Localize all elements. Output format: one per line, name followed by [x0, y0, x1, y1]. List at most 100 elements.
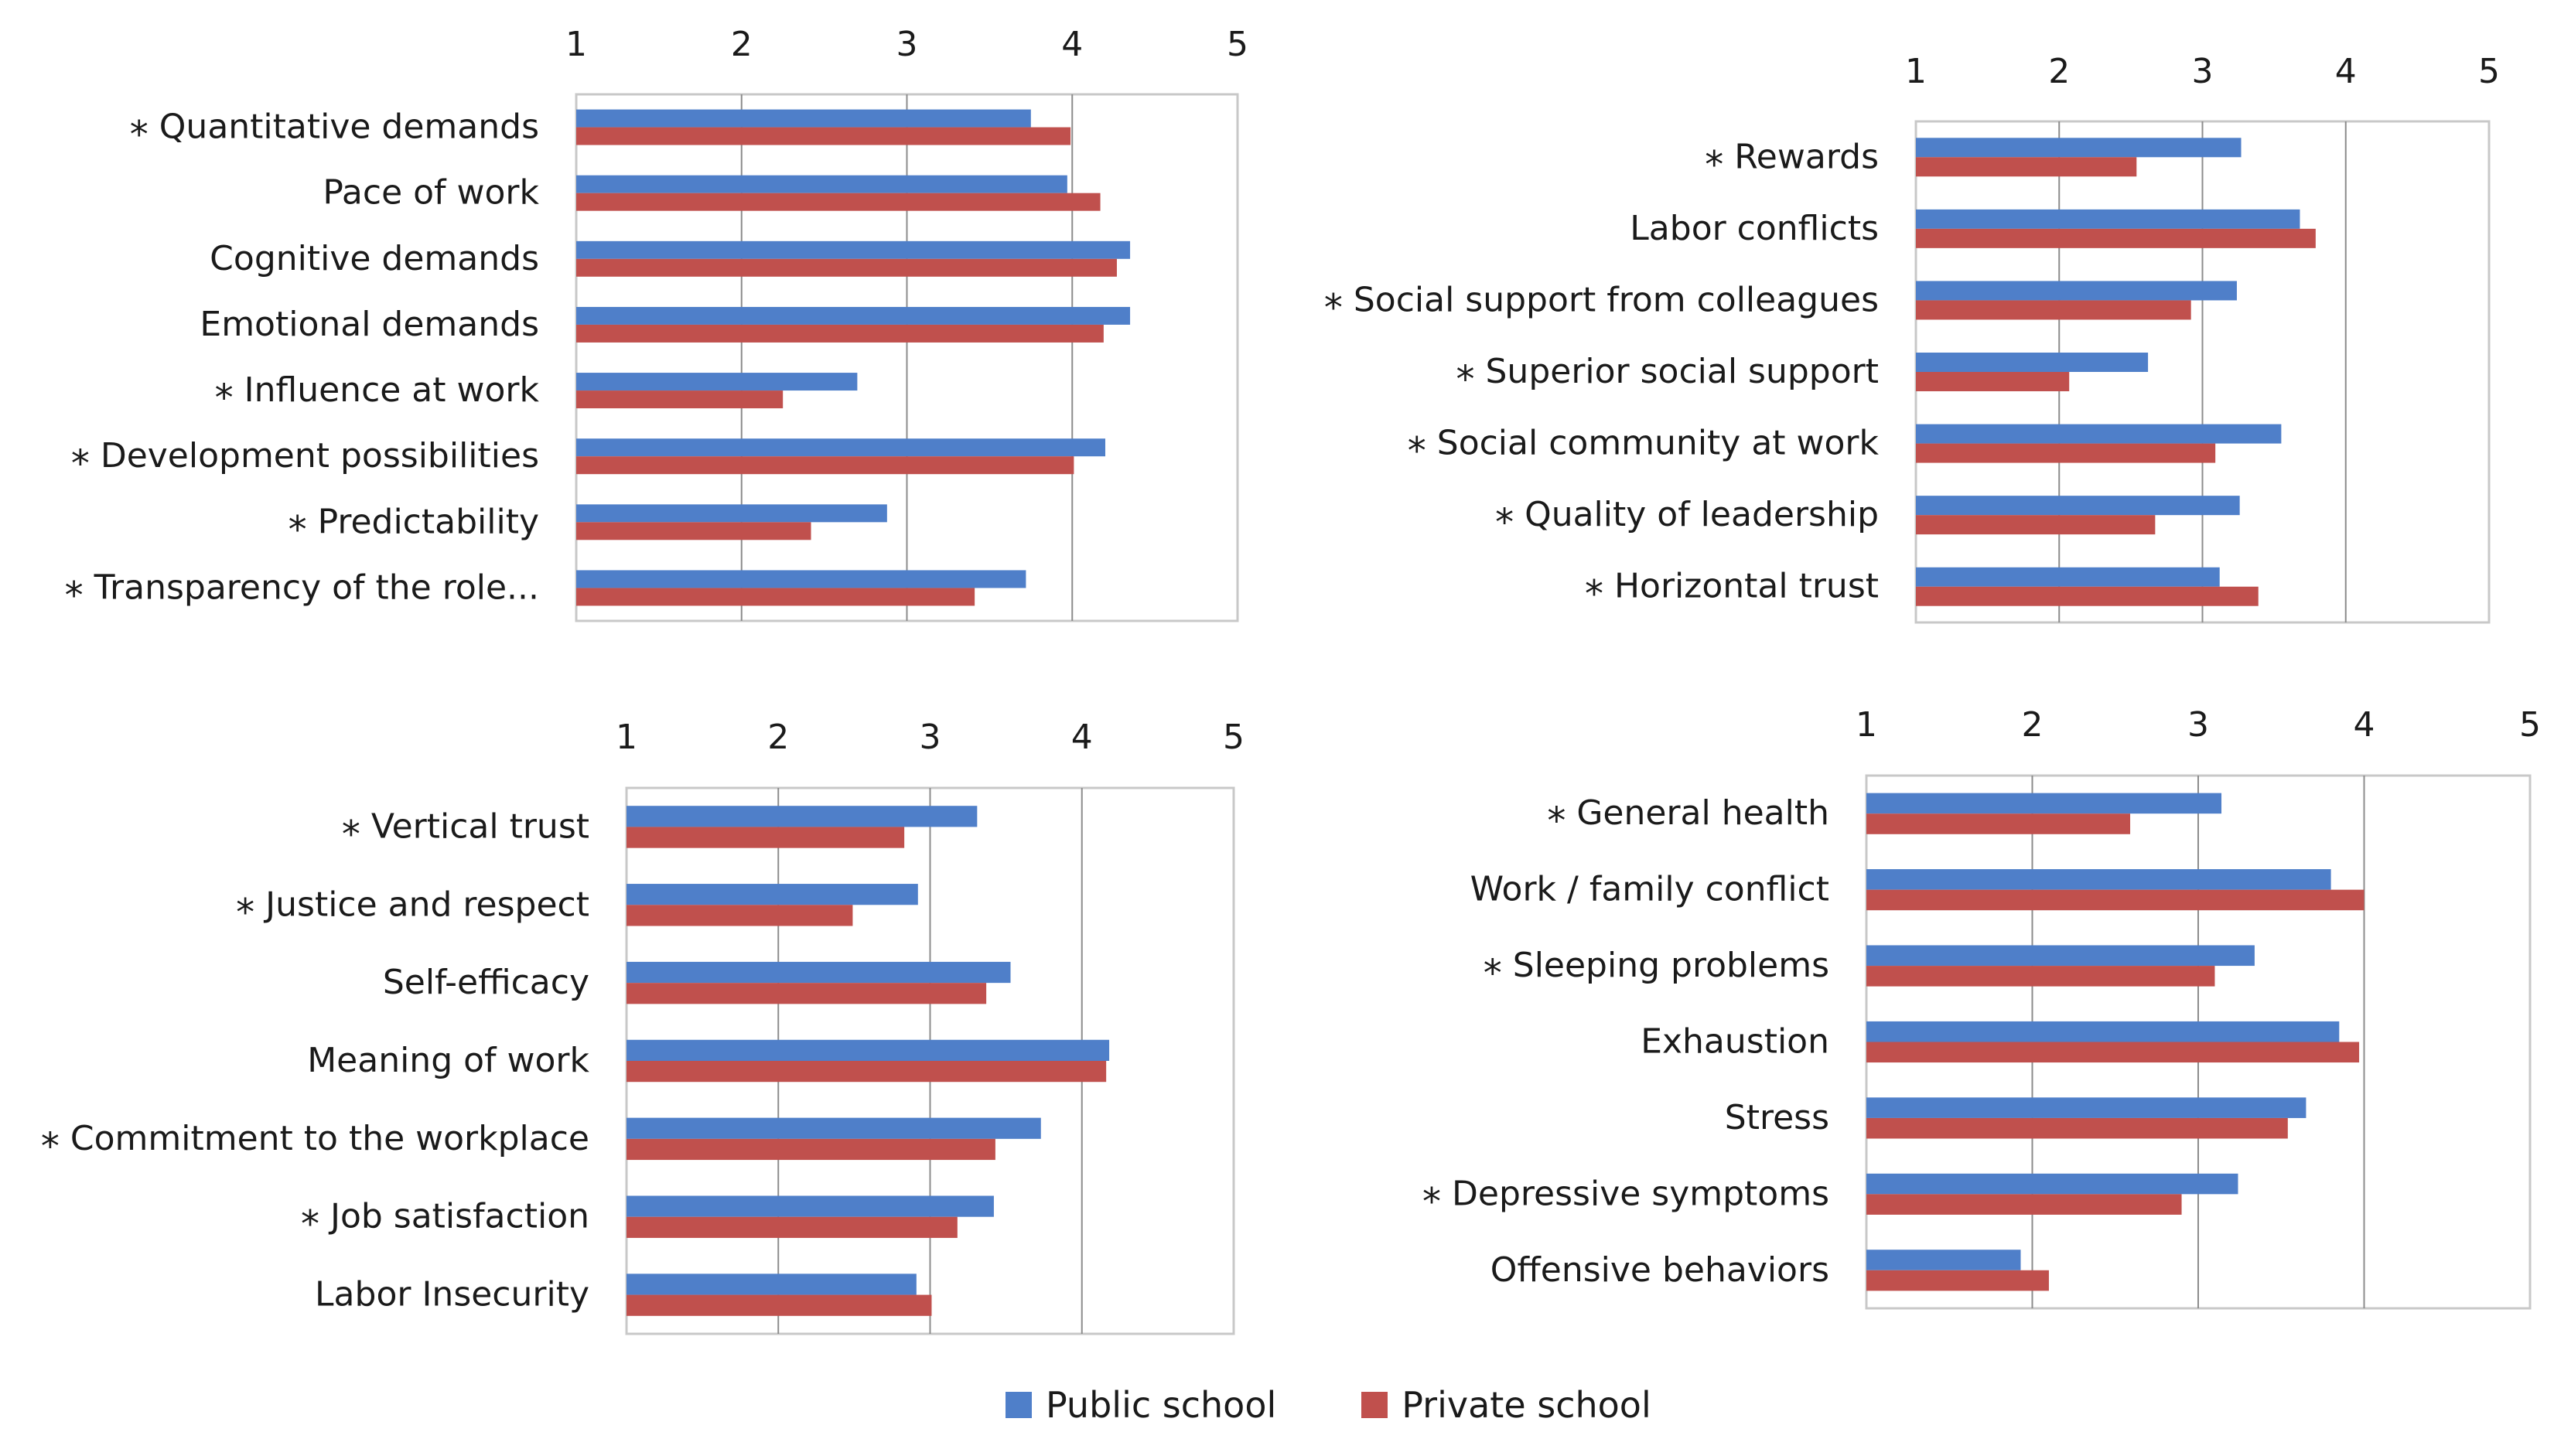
panel-1-significance-asterisk: *	[65, 574, 84, 617]
panel-1-category-label: Predictability	[318, 502, 539, 541]
panel-1-tick-label: 2	[731, 25, 753, 64]
panel-4-category-label: General health	[1576, 793, 1829, 833]
panel-3-category-label: Labor Insecurity	[315, 1275, 589, 1314]
panel-2-bar-private	[1916, 157, 2137, 177]
panel-4-bar-public	[1866, 1173, 2238, 1195]
panel-4-category-label: Offensive behaviors	[1490, 1250, 1829, 1290]
panel-3-bar-public	[627, 1117, 1041, 1139]
panel-2-bar-private	[1916, 372, 2070, 391]
panel-2-category-label: Rewards	[1734, 137, 1879, 176]
panel-3-bar-public	[627, 884, 918, 905]
panel-1-category-label: Cognitive demands	[210, 239, 539, 278]
panel-3-bar-private	[627, 1294, 932, 1316]
panel-4-significance-asterisk: *	[1422, 1180, 1441, 1223]
panel-3-bar-public	[627, 1195, 994, 1217]
panel-1-category-label: Pace of work	[323, 173, 539, 213]
panel-1-category-label: Emotional demands	[200, 305, 539, 344]
panel-2-bar-private	[1916, 515, 2156, 535]
panel-2-bar-public	[1916, 281, 2237, 301]
panel-2-category-label: Social community at work	[1437, 424, 1880, 463]
panel-1-significance-asterisk: *	[215, 377, 234, 420]
panel-2-bar-public	[1916, 424, 2282, 444]
panel-2-tick-label: 5	[2478, 52, 2500, 91]
panel-4-bar-public	[1866, 1250, 2021, 1270]
panel-3-significance-asterisk: *	[236, 891, 254, 934]
panel-3-bar-private	[627, 1138, 995, 1161]
panel-2-bar-public	[1916, 138, 2242, 158]
panel-2-tick-label: 1	[1905, 52, 1927, 91]
legend-item-private: Private school	[1361, 1384, 1651, 1426]
panel-4-tick-label: 4	[2354, 705, 2375, 745]
panel-2-bar-public	[1916, 567, 2220, 587]
panel-1-bar-private	[576, 522, 811, 540]
panel-2-bar-private	[1916, 228, 2316, 248]
panel-1-tick-label: 5	[1227, 25, 1248, 64]
panel-3-bar-private	[627, 905, 853, 926]
panel-4-category-label: Depressive symptoms	[1452, 1174, 1829, 1213]
panel-4-bar-private	[1866, 966, 2215, 987]
panel-4-tick-label: 3	[2187, 705, 2209, 745]
panel-4-category-label: Stress	[1725, 1098, 1829, 1137]
panel-1-bar-private	[576, 324, 1104, 343]
legend-item-public: Public school	[1006, 1384, 1276, 1426]
panel-4-category-label: Sleeping problems	[1513, 946, 1829, 985]
panel-3-tick-label: 5	[1223, 718, 1245, 757]
panel-1-significance-asterisk: *	[289, 508, 307, 551]
panel-1-tick-label: 4	[1061, 25, 1083, 64]
panel-4-bar-private	[1866, 1117, 2288, 1139]
panel-2-category-label: Labor conflicts	[1630, 209, 1879, 248]
panel-2-significance-asterisk: *	[1408, 430, 1426, 473]
panel-1-significance-asterisk: *	[71, 442, 90, 486]
panel-4-tick-label: 5	[2519, 705, 2541, 745]
panel-4-tick-label: 1	[1856, 705, 1877, 745]
panel-3-significance-asterisk: *	[41, 1125, 60, 1168]
panel-2-tick-label: 2	[2048, 52, 2070, 91]
panel-2-significance-asterisk: *	[1585, 573, 1603, 616]
panel-1-bar-public	[576, 570, 1026, 588]
panel-2-significance-asterisk: *	[1495, 501, 1514, 544]
panel-3-tick-label: 4	[1071, 718, 1093, 757]
panel-4-tick-label: 2	[2022, 705, 2044, 745]
panel-4-bar-private	[1866, 1270, 2049, 1291]
panel-3-category-label: Vertical trust	[371, 806, 589, 846]
panel-1-bar-private	[576, 258, 1117, 277]
panel-3-bar-public	[627, 1039, 1110, 1061]
panel-2-category-label: Superior social support	[1486, 352, 1880, 391]
panel-4-category-label: Work / family conflict	[1470, 870, 1829, 909]
panel-3-category-label: Job satisfaction	[328, 1197, 589, 1236]
panel-2-significance-asterisk: *	[1705, 143, 1723, 186]
panel-4-bar-private	[1866, 889, 2364, 911]
panel-1-category-label: Quantitative demands	[159, 107, 539, 147]
panel-3-bar-public	[627, 1274, 917, 1295]
panel-3-bar-private	[627, 1216, 958, 1238]
panel-3-bar-private	[627, 983, 987, 1004]
panel-2-tick-label: 3	[2192, 52, 2214, 91]
panel-1-bar-private	[576, 127, 1071, 145]
panel-1-bar-public	[576, 504, 887, 523]
panel-1-tick-label: 3	[896, 25, 918, 64]
panel-4-bar-private	[1866, 1042, 2360, 1063]
panel-4-bar-private	[1866, 1194, 2182, 1215]
panel-1-bar-private	[576, 193, 1101, 211]
legend-swatch-private	[1361, 1392, 1388, 1418]
panel-3-tick-label: 3	[920, 718, 941, 757]
legend-label-public: Public school	[1046, 1384, 1277, 1426]
panel-3-bar-public	[627, 806, 978, 827]
panel-2-bar-public	[1916, 353, 2149, 372]
panel-1-bar-private	[576, 456, 1074, 475]
panel-2-bar-private	[1916, 443, 2216, 463]
panel-1-category-label: Transparency of the role...	[94, 568, 539, 607]
panel-3-significance-asterisk: *	[342, 813, 360, 856]
panel-4-significance-asterisk: *	[1484, 952, 1502, 995]
panel-3-bar-public	[627, 961, 1011, 984]
legend-swatch-public	[1006, 1392, 1032, 1418]
panel-1-bar-public	[576, 175, 1067, 193]
panel-3-category-label: Commitment to the workplace	[70, 1119, 589, 1158]
panel-2-tick-label: 4	[2335, 52, 2357, 91]
panel-1-category-label: Influence at work	[244, 370, 540, 410]
panel-2-bar-private	[1916, 300, 2191, 320]
panel-4-bar-private	[1866, 813, 2131, 834]
panel-3-bar-private	[627, 827, 905, 848]
legend: Public school Private school	[1006, 1384, 1736, 1426]
